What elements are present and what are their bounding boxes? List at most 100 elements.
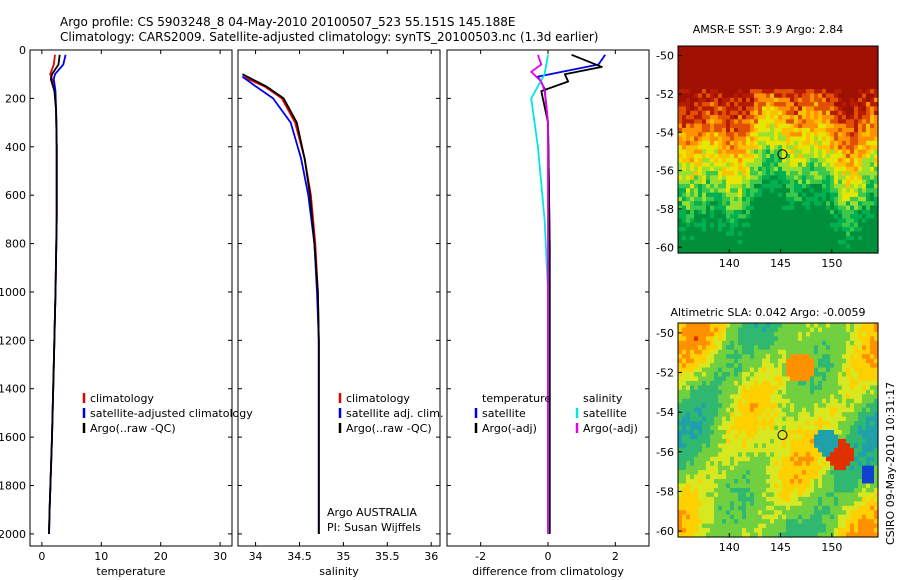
heatmap-cell — [782, 166, 787, 172]
heatmap-cell — [814, 58, 819, 64]
heatmap-cell — [702, 192, 707, 198]
heatmap-cell — [782, 196, 787, 202]
heatmap-cell — [834, 136, 839, 142]
heatmap-cell — [774, 80, 779, 86]
heatmap-cell — [838, 407, 843, 413]
heatmap-cell — [690, 514, 695, 520]
heatmap-cell — [802, 140, 807, 146]
heatmap-cell — [822, 438, 827, 444]
heatmap-cell — [770, 80, 775, 86]
heatmap-cell — [874, 336, 879, 342]
heatmap-cell — [834, 132, 839, 138]
heatmap-cell — [802, 63, 807, 69]
heatmap-cell — [842, 394, 847, 400]
heatmap-cell — [698, 372, 703, 378]
heatmap-cell — [810, 327, 815, 333]
heatmap-cell — [730, 519, 735, 525]
heatmap-cell — [698, 110, 703, 116]
heatmap-cell — [782, 372, 787, 378]
heatmap-cell — [742, 358, 747, 364]
heatmap-cell — [830, 465, 835, 471]
heatmap-cell — [822, 345, 827, 351]
heatmap-cell — [834, 327, 839, 333]
heatmap-cell — [770, 421, 775, 427]
heatmap-cell — [846, 443, 851, 449]
heatmap-cell — [730, 389, 735, 395]
heatmap-cell — [790, 514, 795, 520]
heatmap-cell — [810, 54, 815, 60]
heatmap-cell — [762, 407, 767, 413]
heatmap-cell — [678, 470, 683, 476]
heatmap-cell — [874, 407, 879, 413]
heatmap-cell — [834, 479, 839, 485]
heatmap-cell — [690, 510, 695, 516]
heatmap-cell — [862, 389, 867, 395]
heatmap-cell — [686, 248, 691, 254]
heatmap-cell — [830, 50, 835, 56]
heatmap-cell — [678, 158, 683, 164]
heatmap-cell — [750, 412, 755, 418]
heatmap-cell — [770, 162, 775, 168]
heatmap-cell — [762, 416, 767, 422]
heatmap-cell — [746, 438, 751, 444]
heatmap-cell — [774, 149, 779, 155]
heatmap-cell — [770, 63, 775, 69]
heatmap-cell — [774, 235, 779, 241]
heatmap-cell — [838, 166, 843, 172]
heatmap-cell — [694, 394, 699, 400]
heatmap-cell — [822, 222, 827, 228]
heatmap-cell — [762, 119, 767, 125]
heatmap-cell — [830, 188, 835, 194]
heatmap-cell — [818, 227, 823, 233]
heatmap-cell — [706, 407, 711, 413]
heatmap-cell — [794, 50, 799, 56]
heatmap-cell — [874, 331, 879, 337]
heatmap-cell — [794, 46, 799, 51]
heatmap-cell — [698, 510, 703, 516]
heatmap-cell — [686, 80, 691, 86]
heatmap-cell — [746, 209, 751, 215]
heatmap-cell — [822, 403, 827, 409]
series-line-2-1 — [540, 53, 603, 534]
heatmap-cell — [742, 127, 747, 133]
heatmap-cell — [698, 412, 703, 418]
heatmap-cell — [822, 398, 827, 404]
heatmap-cell — [758, 97, 763, 103]
heatmap-cell — [826, 403, 831, 409]
heatmap-cell — [806, 345, 811, 351]
heatmap-cell — [834, 209, 839, 215]
heatmap-cell — [802, 179, 807, 185]
heatmap-cell — [806, 166, 811, 172]
heatmap-cell — [770, 179, 775, 185]
heatmap-cell — [802, 171, 807, 176]
heatmap-cell — [802, 505, 807, 511]
heatmap-cell — [814, 222, 819, 228]
heatmap-cell — [730, 501, 735, 507]
heatmap-cell — [730, 231, 735, 237]
heatmap-cell — [690, 532, 695, 538]
heatmap-cell — [766, 425, 771, 431]
heatmap-cell — [790, 192, 795, 198]
heatmap-cell — [810, 145, 815, 151]
heatmap-cell — [830, 227, 835, 233]
heatmap-cell — [710, 149, 715, 155]
heatmap-cell — [850, 54, 855, 60]
heatmap-cell — [698, 514, 703, 520]
heatmap-cell — [858, 323, 863, 329]
heatmap-cell — [694, 376, 699, 382]
salinity-legend-entry: satellite adj. clim. — [346, 407, 443, 420]
heatmap-cell — [766, 97, 771, 103]
heatmap-cell — [698, 158, 703, 164]
heatmap-cell — [842, 46, 847, 51]
heatmap-cell — [794, 132, 799, 138]
heatmap-cell — [862, 205, 867, 211]
heatmap-cell — [854, 470, 859, 476]
heatmap-cell — [790, 434, 795, 440]
heatmap-cell — [682, 145, 687, 151]
heatmap-cell — [874, 102, 879, 107]
heatmap-cell — [762, 50, 767, 56]
heatmap-cell — [846, 162, 851, 168]
heatmap-cell — [842, 372, 847, 378]
heatmap-cell — [710, 528, 715, 534]
panel2-xtick-label: 0 — [545, 550, 552, 563]
